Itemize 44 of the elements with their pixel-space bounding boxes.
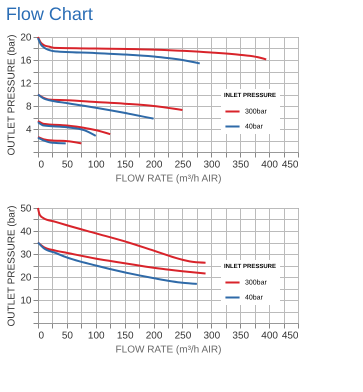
y-axis-title: OUTLET PRESSURE (bar) — [6, 34, 18, 156]
x-tick-label: 450 — [282, 160, 299, 170]
line-series — [37, 94, 155, 120]
line-series — [37, 36, 268, 60]
x-tick-label: 350 — [232, 330, 250, 342]
x-tick-label: 250 — [174, 330, 192, 342]
y-tick-label: 30 — [20, 250, 32, 260]
x-tick-label: 150 — [116, 160, 134, 170]
line-series — [37, 207, 207, 264]
x-tick-label: 200 — [146, 160, 163, 170]
line-series — [37, 37, 201, 64]
x-tick-label: 0 — [38, 330, 44, 342]
y-axis-title: OUTLET PRESSURE (bar) — [6, 206, 18, 326]
line-series — [37, 136, 82, 144]
x-tick-label: 400 — [261, 160, 278, 170]
line-series — [37, 121, 97, 137]
x-axis-title: FLOW RATE (m³/h AIR) — [116, 174, 222, 184]
y-tick-label: 20 — [20, 32, 32, 44]
line-series — [37, 242, 198, 285]
line-series — [37, 242, 207, 275]
y-tick-label: 50 — [20, 204, 32, 214]
x-tick-label: 300 — [203, 160, 221, 170]
y-tick-label: 20 — [20, 272, 32, 284]
x-tick-label: 300 — [203, 330, 221, 342]
y-tick-label: 40 — [20, 226, 32, 238]
y-tick-label: 10 — [20, 296, 32, 306]
line-series — [37, 120, 112, 136]
y-tick-label: 4 — [26, 124, 32, 136]
x-tick-label: 450 — [282, 330, 299, 342]
x-tick-label: 100 — [88, 330, 106, 342]
y-tick-label: 16 — [20, 56, 32, 66]
x-tick-label: 250 — [174, 160, 192, 170]
x-tick-label: 100 — [88, 160, 106, 170]
x-tick-label: 0 — [38, 160, 44, 170]
x-axis-title: FLOW RATE (m³/h AIR) — [116, 344, 222, 356]
x-tick-label: 400 — [261, 330, 278, 342]
y-tick-label: 8 — [26, 102, 32, 112]
x-tick-label: 50 — [62, 330, 74, 342]
chart-title: Flow Chart — [6, 4, 93, 24]
x-tick-label: 150 — [116, 330, 134, 342]
y-tick-label: 12 — [20, 78, 32, 90]
x-tick-label: 200 — [146, 330, 163, 342]
x-tick-label: 50 — [62, 160, 74, 170]
x-tick-label: 350 — [232, 160, 250, 170]
